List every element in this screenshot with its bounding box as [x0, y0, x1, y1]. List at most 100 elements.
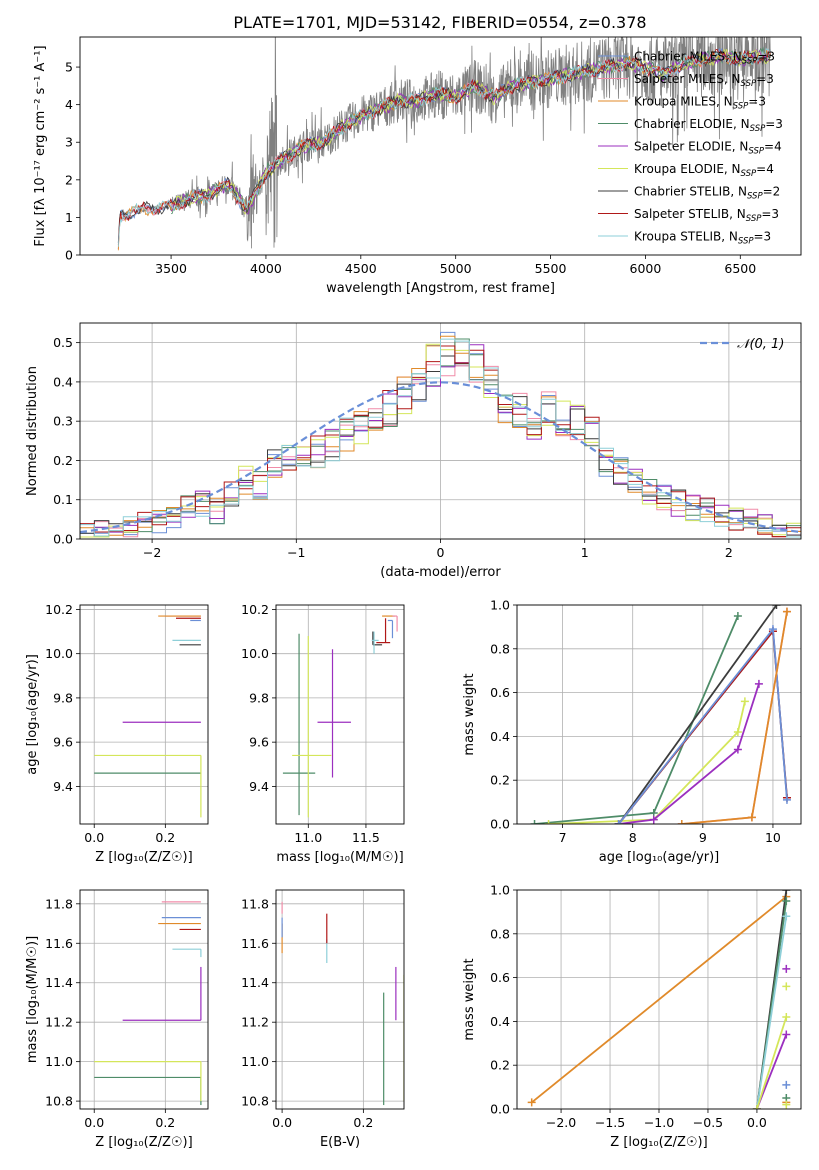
weight-marker — [782, 912, 791, 921]
y-tick-label: 10.8 — [241, 1094, 269, 1109]
x-tick-label: 2 — [725, 545, 733, 560]
errorbar-point — [292, 635, 332, 818]
y-tick-label: 9.8 — [53, 690, 73, 705]
y-tick-label: 1.0 — [490, 883, 510, 898]
y-tick-label: 11.6 — [45, 936, 73, 951]
x-tick-label: −2.0 — [546, 1115, 576, 1130]
legend-label: Chabrier STELIB, NSSP=2 — [634, 185, 780, 202]
x-tick-label: −1.0 — [644, 1115, 674, 1130]
histogram-kroupa-stelib — [80, 338, 801, 539]
x-tick-label: −1.5 — [595, 1115, 625, 1130]
weight-line — [548, 701, 746, 824]
legend: 𝒩(0, 1) — [700, 337, 784, 352]
legend-label: Salpeter STELIB, NSSP=3 — [634, 207, 779, 224]
x-tick-label: −0.5 — [693, 1115, 723, 1130]
x-tick-label: −2 — [143, 545, 161, 560]
errorbar-point — [392, 615, 398, 632]
y-tick-label: 0.2 — [490, 773, 510, 788]
x-axis-label: Z [log₁₀(Z/Z☉)] — [610, 1135, 707, 1150]
y-tick-label: 0.6 — [490, 685, 510, 700]
y-tick-label: 10.0 — [45, 646, 73, 661]
y-tick-label: 0.0 — [53, 532, 73, 547]
x-tick-label: 5000 — [440, 261, 472, 276]
chart-weight-vs-age: 7 8 9 10 0.0 0.2 0.4 0.6 0.8 1.0 age [log₁₀(age/yr… — [462, 598, 802, 865]
x-tick-label: 1 — [581, 545, 589, 560]
plot-area — [527, 890, 791, 1109]
weight-marker — [733, 728, 742, 737]
model-line-salpeter-stelib — [117, 48, 771, 246]
y-tick-label: 11.4 — [45, 975, 73, 990]
chart-spectrum: 3500 4000 4500 5000 5500 6000 6500 0 1 2 3 4 5 wavele… — [33, 36, 802, 296]
y-tick-label: 10.2 — [45, 602, 73, 617]
x-tick-label: 4500 — [345, 261, 377, 276]
x-tick-label: 3500 — [155, 261, 187, 276]
errorbar-point — [172, 948, 202, 958]
weight-marker — [649, 815, 658, 824]
axes-frame — [275, 889, 405, 1110]
weight-marker — [782, 795, 791, 804]
errorbar-point — [122, 966, 202, 1021]
errorbar-point — [376, 618, 391, 644]
weight-line — [756, 1016, 788, 1109]
chart-mass-vs-EBV: 0.0 0.2 10.8 11.0 11.2 11.4 11.6 11.8 E(B-V) — [241, 889, 405, 1150]
x-tick-label: 0.2 — [155, 1115, 175, 1130]
y-axis-label: mass weight — [462, 958, 477, 1040]
x-tick-label: 11.0 — [294, 830, 322, 845]
x-tick-label: 7 — [559, 830, 567, 845]
y-tick-label: 0.0 — [490, 1102, 510, 1117]
weight-marker — [782, 982, 791, 991]
weight-marker — [782, 1100, 791, 1109]
y-tick-label: 11.0 — [241, 1054, 269, 1069]
axes-frame — [275, 604, 405, 825]
axes-frame — [79, 604, 209, 825]
x-tick-label: 10 — [765, 830, 781, 845]
weight-marker — [782, 607, 791, 616]
y-tick-label: 11.6 — [241, 936, 269, 951]
legend-label: Kroupa STELIB, NSSP=3 — [634, 230, 771, 247]
y-tick-label: 9.8 — [249, 690, 269, 705]
model-line-salpeter-elodie — [170, 49, 771, 215]
plot-area — [94, 901, 202, 1106]
y-axis-label: Normed distribution — [25, 366, 40, 496]
chart-weight-vs-Z: −2.0 −1.5 −1.0 −0.5 0.0 0.0 0.2 0.4 0.6 0.8 1.0 Z [… — [462, 883, 802, 1150]
errorbar-point — [371, 631, 379, 654]
axes-frame — [516, 604, 802, 825]
figure-title: PLATE=1701, MJD=53142, FIBERID=0554, z=0… — [233, 13, 646, 32]
weight-line — [681, 611, 788, 824]
plot-area — [530, 605, 791, 824]
y-tick-label: 0 — [65, 248, 73, 263]
errorbar-point — [387, 619, 394, 639]
y-tick-label: 10.0 — [241, 646, 269, 661]
x-tick-label: 0.0 — [84, 1115, 104, 1130]
x-tick-label: −1 — [287, 545, 305, 560]
weight-line — [756, 916, 788, 1109]
y-tick-label: 0.6 — [490, 970, 510, 985]
chart-age-vs-mass: 11.0 11.5 9.4 9.6 9.8 10.0 10.2 mass [log₁₀(M/M… — [241, 602, 405, 865]
plots: 3500 4000 4500 5000 5500 6000 6500 0 1 2 3 4 5 wavele… — [25, 36, 802, 1150]
y-tick-label: 11.8 — [45, 896, 73, 911]
y-axis-label: Flux [fλ 10⁻¹⁷ erg cm⁻² s⁻¹ A⁻¹] — [33, 45, 48, 246]
y-tick-label: 0.8 — [490, 641, 510, 656]
plot-area — [282, 615, 398, 818]
weight-marker — [782, 890, 791, 894]
y-tick-label: 11.4 — [241, 975, 269, 990]
x-axis-label: wavelength [Angstrom, rest frame] — [326, 281, 555, 296]
weight-line — [681, 611, 788, 824]
y-tick-label: 9.6 — [53, 735, 73, 750]
weight-marker — [747, 813, 756, 822]
x-axis-label: mass [log₁₀(M/M☉)] — [276, 850, 403, 865]
x-tick-label: 0.0 — [272, 1115, 292, 1130]
y-tick-label: 0.2 — [53, 453, 73, 468]
y-axis-label: mass [log₁₀(M/M☉)] — [25, 936, 40, 1063]
plot-area — [80, 331, 801, 539]
y-tick-label: 0.2 — [490, 1058, 510, 1073]
weight-marker — [768, 625, 777, 634]
legend-label: Chabrier ELODIE, NSSP=3 — [634, 117, 783, 134]
weight-marker — [754, 679, 763, 688]
y-tick-label: 11.0 — [45, 1054, 73, 1069]
y-tick-label: 10.2 — [241, 602, 269, 617]
y-tick-label: 5 — [65, 60, 73, 75]
model-line-chabrier-stelib — [117, 49, 771, 243]
weight-line — [618, 683, 760, 824]
errorbar-point — [94, 754, 202, 818]
